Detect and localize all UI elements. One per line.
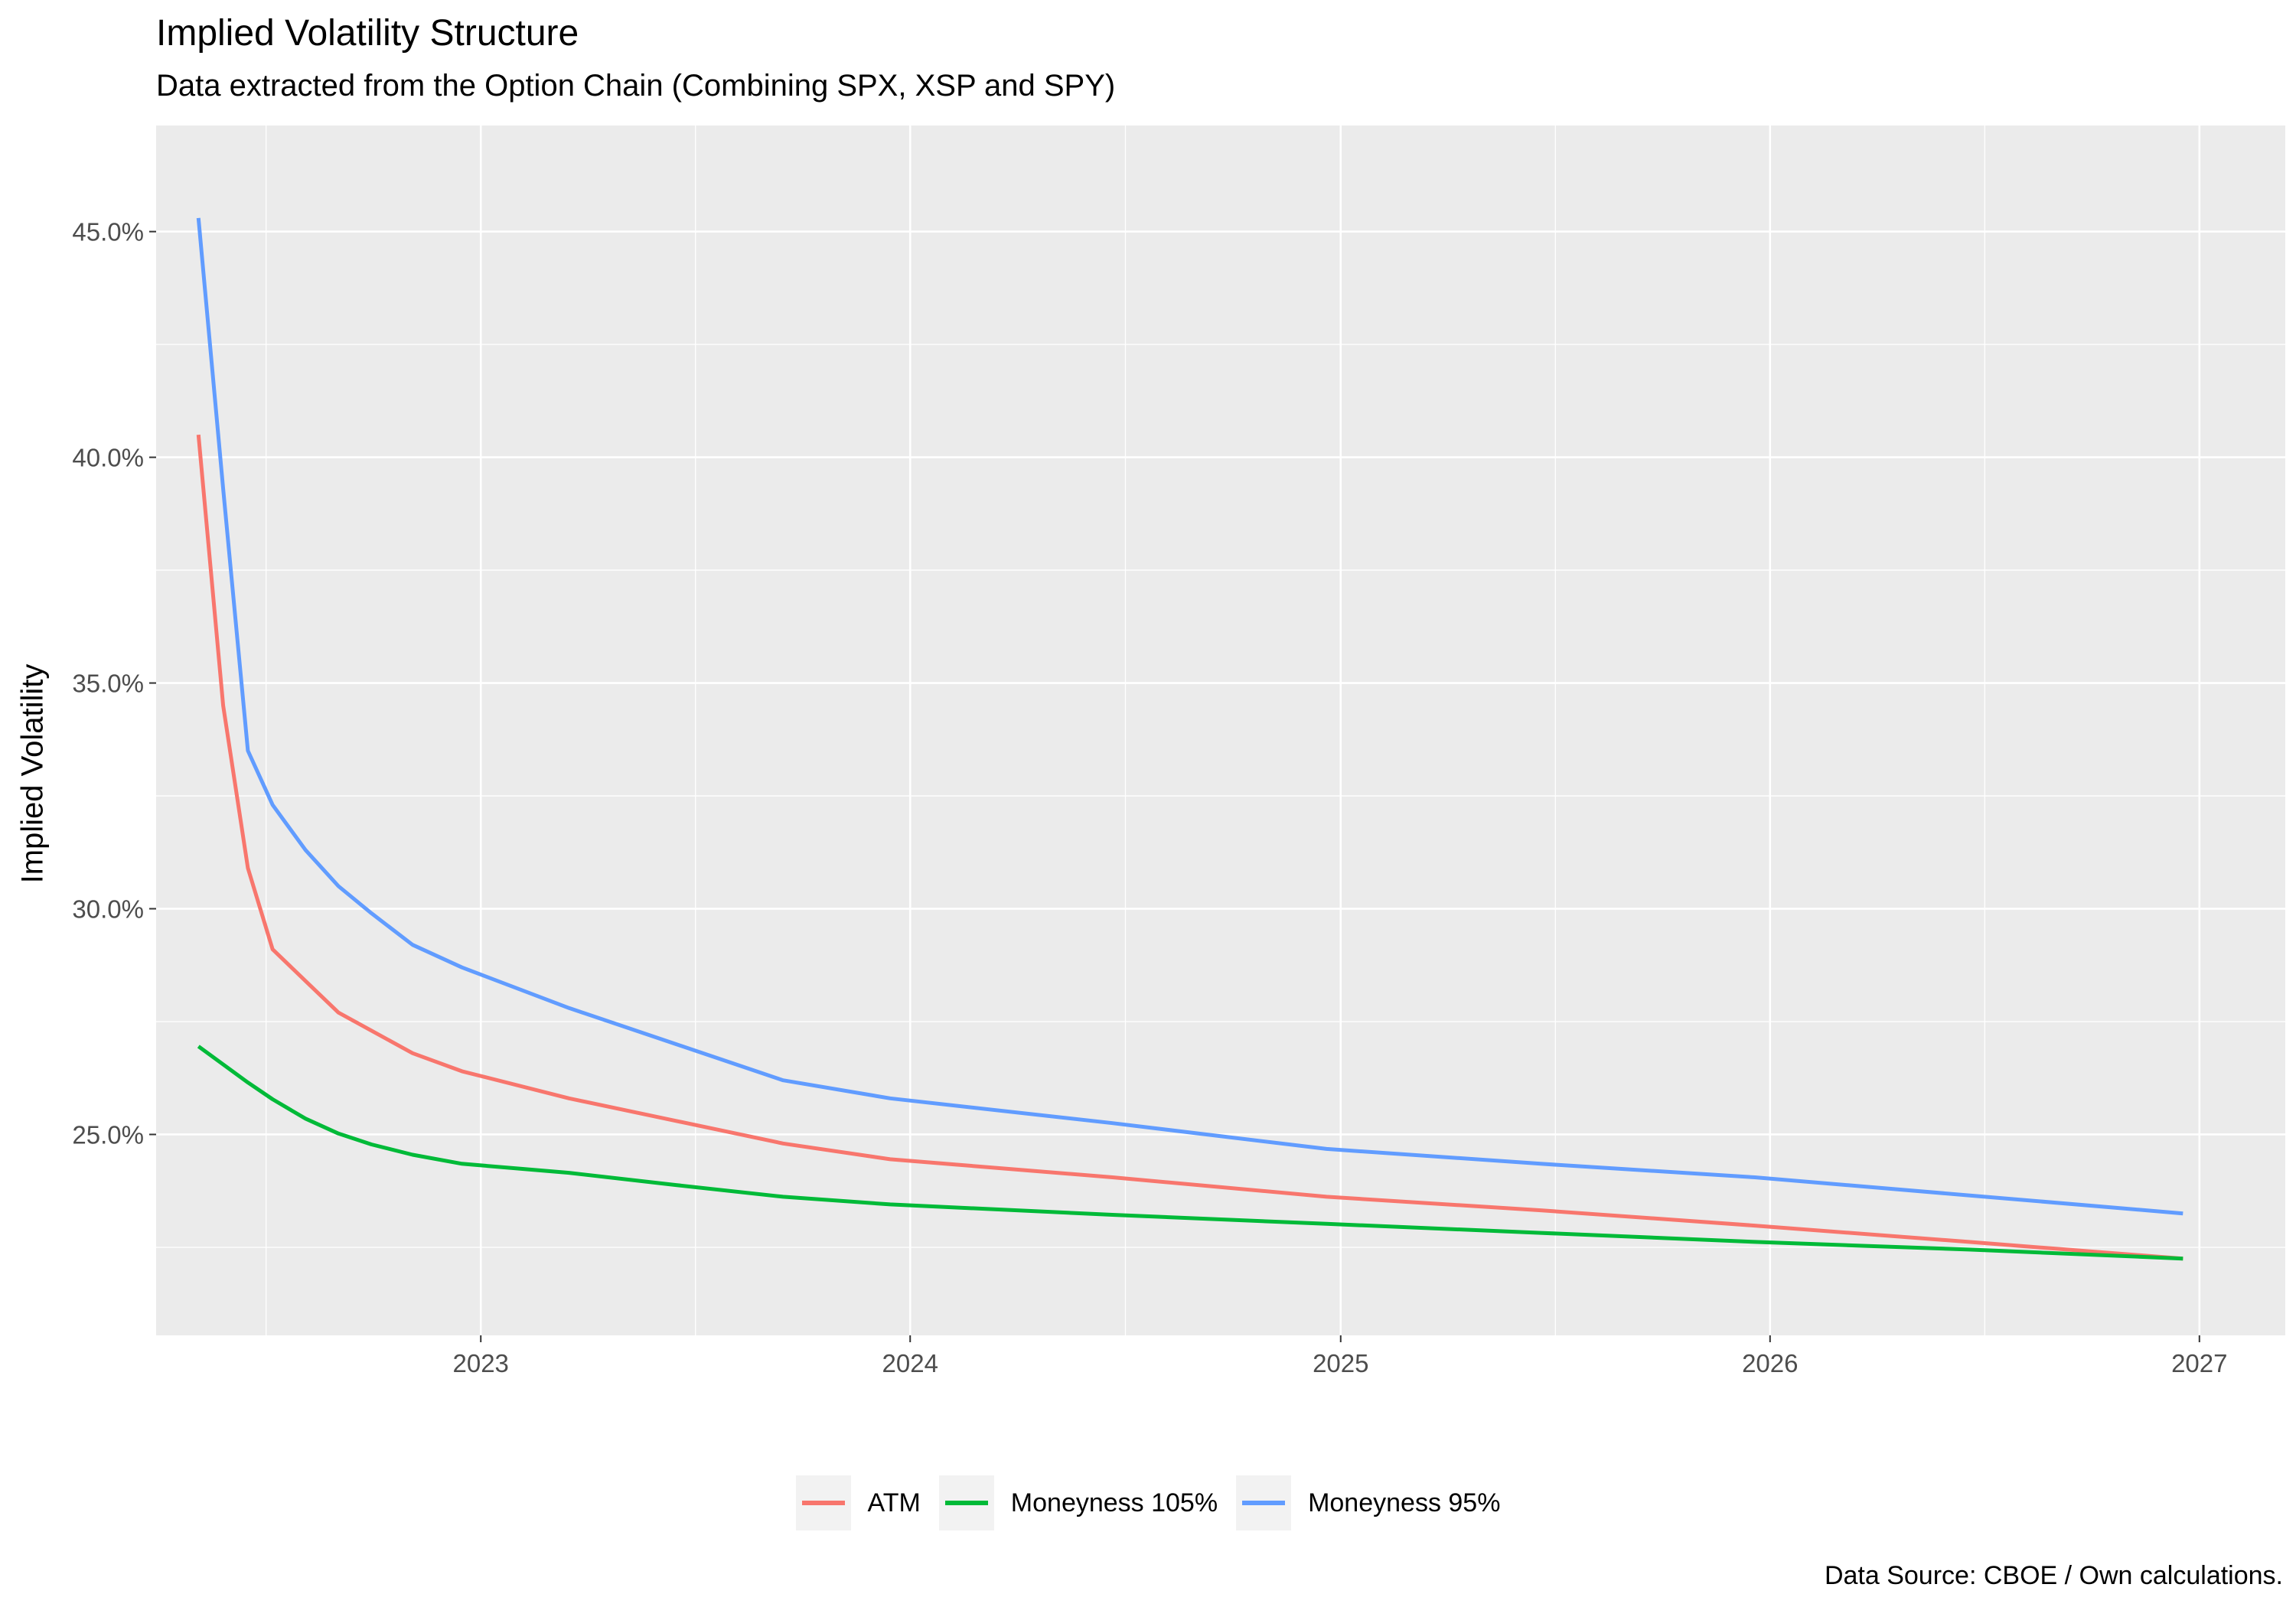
plot-panel [156, 125, 2285, 1335]
series-line-moneyness-105 [197, 1045, 2183, 1261]
legend-item-moneyness-105[interactable]: Moneyness 105% [938, 1475, 1218, 1530]
x-tick-label: 2023 [453, 1349, 509, 1377]
y-tick-label: 30.0% [72, 895, 144, 924]
y-tick-label: 25.0% [72, 1120, 144, 1149]
y-tick-label: 45.0% [72, 218, 144, 246]
x-tick-label: 2024 [882, 1349, 938, 1377]
legend: ATM Moneyness 105% Moneyness 95% [0, 1471, 2296, 1535]
series-line-moneyness-95 [196, 217, 2183, 1216]
chart-title: Implied Volatility Structure [156, 13, 579, 54]
chart-subtitle: Data extracted from the Option Chain (Co… [156, 69, 1116, 103]
x-tick-label: 2027 [2171, 1349, 2227, 1377]
legend-item-atm[interactable]: ATM [795, 1475, 921, 1530]
legend-label: Moneyness 105% [1010, 1488, 1218, 1517]
y-tick-label: 35.0% [72, 670, 144, 698]
legend-key [938, 1475, 994, 1530]
x-tick-label: 2026 [1742, 1349, 1798, 1377]
axis-layer: 25.0% 30.0% 35.0% 40.0% 45.0% 2023 2024 2025 202… [72, 218, 2227, 1377]
data-source-caption: Data Source: CBOE / Own calculations. [1824, 1561, 2283, 1590]
legend-swatch-atm [801, 1501, 845, 1505]
legend-item-moneyness-95[interactable]: Moneyness 95% [1236, 1475, 1500, 1530]
legend-swatch-moneyness-105 [944, 1501, 988, 1505]
legend-label: Moneyness 95% [1308, 1488, 1501, 1517]
series-line-atm [196, 434, 2183, 1261]
series-layer [196, 217, 2183, 1261]
y-tick-label: 40.0% [72, 444, 144, 472]
legend-key [795, 1475, 851, 1530]
legend-key [1236, 1475, 1292, 1530]
legend-swatch-moneyness-95 [1242, 1501, 1286, 1505]
x-tick-label: 2025 [1313, 1349, 1368, 1377]
legend-label: ATM [867, 1488, 921, 1517]
